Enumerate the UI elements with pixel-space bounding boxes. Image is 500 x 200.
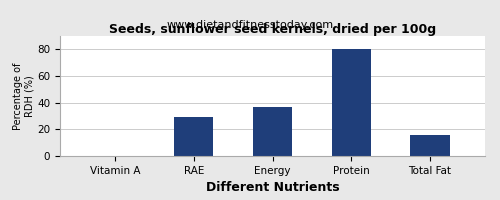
Bar: [332, 49, 371, 156]
X-axis label: Different Nutrients: Different Nutrients: [206, 181, 340, 194]
Text: www.dietandfitnesstoday.com: www.dietandfitnesstoday.com: [166, 20, 334, 30]
Bar: [253, 107, 292, 156]
Y-axis label: Percentage of
RDH (%): Percentage of RDH (%): [13, 62, 34, 130]
Bar: [410, 135, 450, 156]
Bar: [174, 117, 214, 156]
Title: Seeds, sunflower seed kernels, dried per 100g: Seeds, sunflower seed kernels, dried per…: [109, 23, 436, 36]
